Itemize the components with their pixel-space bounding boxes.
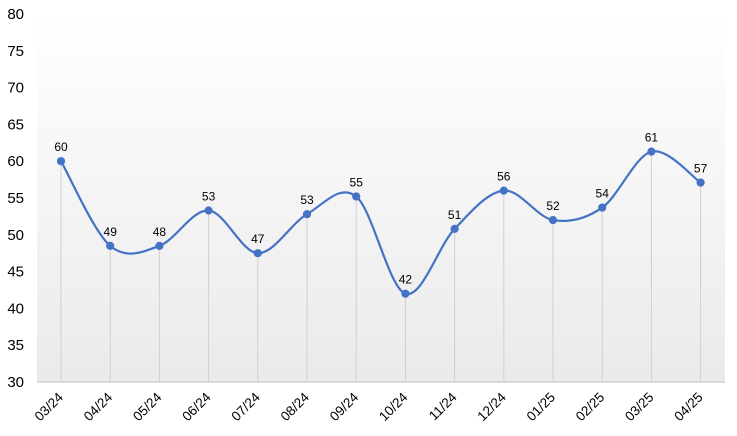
data-label: 49 <box>104 225 118 239</box>
data-label: 56 <box>497 170 511 184</box>
series-line <box>60 150 702 295</box>
data-point <box>352 192 361 201</box>
x-tick-label: 04/24 <box>81 389 116 424</box>
x-tick-label: 07/24 <box>228 389 263 424</box>
data-label: 61 <box>645 131 659 145</box>
data-point <box>56 157 66 166</box>
drop-lines <box>60 151 702 382</box>
x-tick-label: 06/24 <box>179 389 214 424</box>
data-label: 51 <box>448 208 462 222</box>
data-label: 57 <box>694 162 708 176</box>
y-axis-ticks: 30 35 40 45 50 55 60 65 70 75 80 <box>7 6 24 391</box>
plot-area <box>37 14 725 382</box>
y-tick-label: 50 <box>7 227 24 244</box>
data-point <box>499 186 508 195</box>
x-tick-label: 04/25 <box>671 390 706 425</box>
data-point <box>253 249 262 258</box>
data-point <box>598 203 607 212</box>
x-tick-label: 10/24 <box>376 389 411 424</box>
x-tick-label: 03/25 <box>622 390 657 425</box>
data-point <box>450 224 459 234</box>
data-point <box>401 289 410 298</box>
data-point <box>204 206 213 215</box>
data-label: 48 <box>153 225 167 239</box>
x-tick-label: 11/24 <box>426 389 460 423</box>
x-tick-label: 09/24 <box>327 389 362 424</box>
data-label: 53 <box>300 193 314 207</box>
x-axis-ticks: 03/24 04/24 05/24 06/24 07/24 08/24 09/24 10/24… <box>32 389 706 424</box>
data-point <box>155 241 164 250</box>
y-tick-label: 35 <box>7 337 24 354</box>
y-tick-label: 80 <box>7 6 24 23</box>
x-tick-label: 02/25 <box>573 390 608 425</box>
data-label: 47 <box>251 232 265 246</box>
y-tick-label: 40 <box>7 300 24 317</box>
data-label: 55 <box>350 176 364 190</box>
y-tick-label: 70 <box>7 80 24 97</box>
data-point <box>548 215 558 225</box>
y-tick-label: 55 <box>7 190 24 207</box>
data-label: 42 <box>399 273 413 287</box>
x-tick-label: 03/24 <box>32 389 67 424</box>
data-label: 60 <box>54 140 68 154</box>
y-tick-label: 65 <box>7 116 24 133</box>
data-label: 54 <box>596 187 610 201</box>
y-tick-label: 30 <box>7 374 24 391</box>
data-point <box>647 147 656 156</box>
data-label: 52 <box>546 199 560 213</box>
data-point <box>302 210 312 219</box>
x-tick-label: 12/24 <box>474 389 509 424</box>
data-point <box>106 241 115 250</box>
data-label: 53 <box>202 190 216 204</box>
x-tick-label: 08/24 <box>278 389 313 424</box>
y-tick-label: 45 <box>7 264 24 281</box>
y-tick-label: 60 <box>7 153 24 170</box>
data-point <box>696 178 705 187</box>
data-labels: 60 49 48 53 47 53 55 42 51 56 52 54 61 57 <box>54 131 707 287</box>
x-tick-label: 05/24 <box>130 389 165 424</box>
y-tick-label: 75 <box>7 43 24 60</box>
x-tick-label: 01/25 <box>524 390 559 425</box>
data-markers <box>56 147 705 298</box>
